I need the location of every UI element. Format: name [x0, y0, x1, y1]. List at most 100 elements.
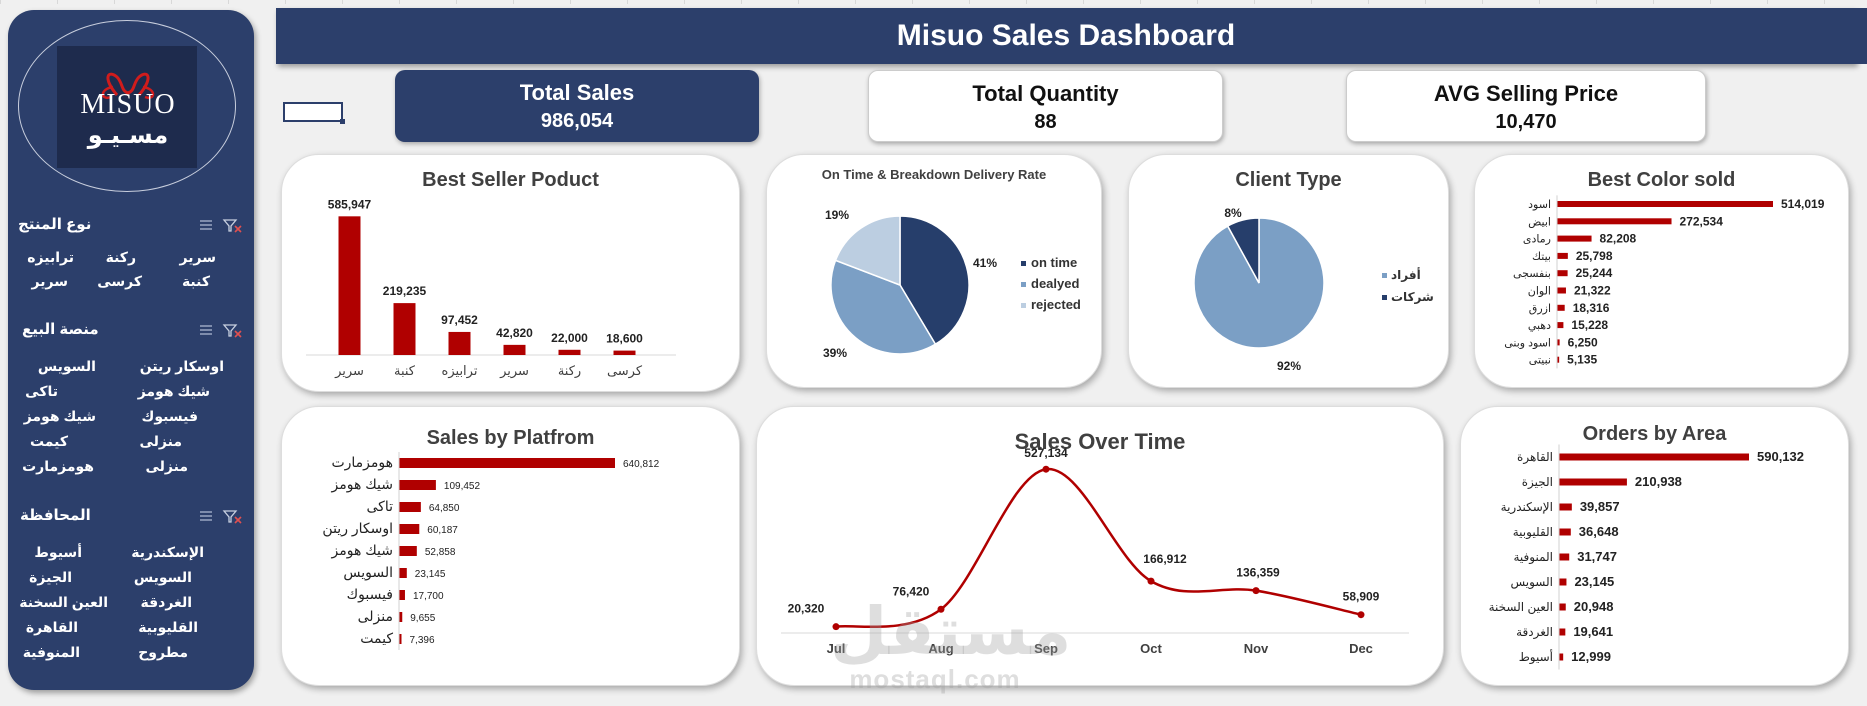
- slicer-item[interactable]: شيك هومز: [23, 408, 96, 424]
- clear-filter-icon[interactable]: [222, 219, 242, 233]
- tick-label: الجيزة: [1522, 475, 1553, 490]
- bar: [1559, 503, 1572, 511]
- tick-label: الإسكندرية: [1501, 500, 1553, 515]
- tick-label: القليوبية: [1513, 525, 1553, 540]
- data-label: 25,798: [1576, 249, 1613, 263]
- slicer-item[interactable]: سرير: [31, 273, 68, 289]
- bar: [393, 303, 416, 355]
- kpi-title: Total Quantity: [972, 81, 1119, 106]
- bar: [1557, 304, 1565, 311]
- slicer-item[interactable]: القليوبية: [138, 619, 198, 635]
- data-label: 64,850: [429, 503, 460, 514]
- slicer-item[interactable]: هومزمارت: [22, 458, 94, 474]
- logo-wordmark-ar: مسـيـو: [87, 121, 169, 149]
- slicer-item[interactable]: العين السخنة: [19, 594, 108, 610]
- pie-slice: [830, 259, 937, 355]
- clear-filter-icon[interactable]: [222, 510, 242, 524]
- slicer-item[interactable]: الجيزة: [29, 569, 72, 585]
- tick-label: كنبة: [394, 363, 416, 378]
- data-label: 20,320: [788, 602, 825, 616]
- selected-cell[interactable]: [283, 102, 345, 124]
- data-point: [937, 605, 945, 613]
- pie-slice: [1226, 217, 1260, 284]
- kpi-value: 10,470: [1495, 111, 1557, 133]
- bar: [1559, 628, 1566, 636]
- slicer-title: المحافظة: [20, 507, 91, 524]
- slicer-item[interactable]: كنبة: [181, 273, 210, 289]
- slicer-item[interactable]: أسيوط: [34, 544, 82, 560]
- slicer-item[interactable]: منزلى: [145, 458, 188, 474]
- data-label: 109,452: [444, 481, 481, 492]
- slicer-item[interactable]: كيمت: [29, 433, 68, 449]
- legend-entry: أفراد: [1391, 267, 1421, 282]
- chart-svg: 585,947 سرير 219,235 كنبة 97,452 ترابيزه 42,82…: [306, 197, 676, 379]
- data-label: 22,000: [551, 331, 588, 345]
- tick-label: كرسى: [607, 363, 643, 379]
- data-label: 82,208: [1600, 232, 1637, 246]
- tick-label: اسود: [1528, 199, 1551, 211]
- data-label: 41%: [973, 256, 997, 270]
- bar: [1557, 252, 1568, 259]
- bar: [1559, 653, 1564, 661]
- slicer-item[interactable]: منزلى: [139, 433, 182, 449]
- chart-svg: 41% 39% 19% on time dealyed rejected: [823, 208, 1081, 360]
- pie-slice: [899, 215, 970, 346]
- kpi-total-quantity: Total Quantity 88: [868, 70, 1223, 142]
- multi-select-icon[interactable]: [200, 220, 212, 230]
- tick-label: القاهرة: [1517, 450, 1553, 465]
- data-label: 585,947: [328, 197, 372, 211]
- slicer-item[interactable]: شيك هومز: [137, 383, 210, 399]
- chart-svg: 20,320 Jul 76,420 Aug 527,134 Sep 166,912 Oct 13…: [781, 446, 1409, 656]
- tick-label: ازرق: [1529, 303, 1551, 315]
- data-label: 39,857: [1580, 499, 1620, 514]
- chart-svg: القاهرة 590,132 الجيزة 210,938 الإسكندرية 39,…: [1489, 444, 1804, 670]
- bar: [1559, 453, 1749, 461]
- data-label: 21,322: [1574, 284, 1611, 298]
- tick-label: دهبي: [1528, 320, 1551, 332]
- data-label: 136,359: [1236, 566, 1280, 580]
- chart-title: Client Type: [1235, 169, 1342, 191]
- slicer-item[interactable]: تاكى: [25, 383, 58, 399]
- dashboard-title: Misuo Sales Dashboard: [276, 8, 1856, 64]
- bar: [399, 612, 403, 622]
- slicer-item[interactable]: السويس: [37, 358, 96, 374]
- data-label: 9,655: [410, 613, 435, 624]
- slicer-item[interactable]: سرير: [179, 249, 216, 265]
- slicer-item[interactable]: فيسبوك: [141, 408, 198, 424]
- tick-label: بيتك: [1532, 251, 1551, 263]
- data-label: 17,700: [413, 591, 444, 602]
- slicer-item[interactable]: القاهرة: [25, 619, 78, 635]
- slicer-item[interactable]: السويس: [133, 569, 192, 585]
- slicer-item[interactable]: الغردقة: [140, 594, 192, 610]
- series-line: [835, 467, 1362, 629]
- slicer-item[interactable]: مطروح: [138, 644, 188, 660]
- clear-filter-icon[interactable]: [222, 324, 242, 338]
- data-label: 19,641: [1573, 624, 1613, 639]
- data-point: [1042, 465, 1050, 473]
- data-label: 166,912: [1143, 552, 1187, 566]
- bar: [1559, 553, 1570, 561]
- delivery-rate-chart: On Time & Breakdown Delivery Rate 41% 39%…: [766, 154, 1102, 388]
- data-label: 18,316: [1573, 301, 1610, 315]
- slicer-item[interactable]: ركنة: [105, 249, 136, 265]
- tick-label: تاكى: [367, 498, 394, 514]
- slicer-item[interactable]: كرسى: [97, 273, 142, 289]
- bar: [399, 480, 436, 490]
- data-label: 42,820: [496, 326, 533, 340]
- multi-select-icon[interactable]: [200, 325, 212, 335]
- logo-wordmark-en: MISUO: [80, 89, 176, 120]
- data-point: [1147, 577, 1155, 585]
- slicer-item[interactable]: الإسكندرية: [131, 544, 204, 560]
- legend-entry: شركات: [1391, 290, 1434, 304]
- multi-select-icon[interactable]: [200, 511, 212, 521]
- bar: [503, 344, 526, 355]
- tick-label: السويس: [1510, 575, 1553, 590]
- slicer-item[interactable]: المنوفية: [22, 644, 80, 660]
- data-label: 97,452: [441, 313, 478, 327]
- tick-label: Nov: [1244, 641, 1269, 656]
- tick-label: Sep: [1034, 641, 1058, 656]
- slicer-item[interactable]: ترابيزه: [27, 249, 74, 265]
- tick-label: نبيتى: [1529, 355, 1551, 367]
- chart-svg: اسود 514,019 ابيض 272,534 رمادى 82,208 بيتك 25,…: [1504, 195, 1825, 369]
- slicer-item[interactable]: اوسكار ريتن: [139, 358, 224, 374]
